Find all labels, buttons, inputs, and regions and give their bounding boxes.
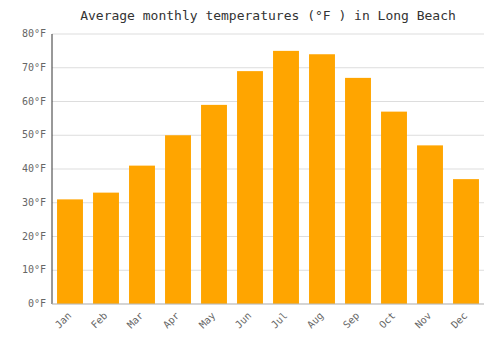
x-tick-labels: Jan Feb Mar Apr May Jun Jul Aug Sep Oct Nov Dec <box>53 310 470 331</box>
grid-line <box>52 34 484 35</box>
y-tick-label: 80°F <box>22 28 46 39</box>
title: Average monthly temperatures (°F ) in Lo… <box>80 8 456 23</box>
y-tick-label: 30°F <box>22 197 46 208</box>
x-axis-line <box>52 304 484 305</box>
bar <box>165 135 191 304</box>
x-tick-label: Aug <box>305 310 326 331</box>
bar <box>381 112 407 304</box>
x-tick-label: Feb <box>89 310 110 331</box>
grid-line <box>52 101 484 102</box>
bars <box>57 51 479 304</box>
x-tick-label: Dec <box>449 310 470 331</box>
x-tick-label: Apr <box>161 310 182 331</box>
grid-line <box>52 67 484 68</box>
y-tick-label: 20°F <box>22 231 46 242</box>
y-tick-label: 40°F <box>22 163 46 174</box>
x-tick-label: Jan <box>53 310 74 331</box>
y-grid <box>52 34 484 304</box>
x-tick-label: Jul <box>269 310 290 331</box>
grid-line <box>52 135 484 136</box>
bar <box>417 145 443 304</box>
y-tick-label: 10°F <box>22 264 46 275</box>
x-tick-label: Sep <box>341 310 362 331</box>
chart: 0°F 10°F 20°F 30°F 40°F 50°F 60°F 70°F 80°F Jan Fe… <box>0 0 500 350</box>
bar <box>345 78 371 304</box>
y-tick-label: 70°F <box>22 62 46 73</box>
bar <box>453 179 479 304</box>
x-tick-label: Mar <box>125 310 146 331</box>
x-tick-label: Jun <box>233 310 254 331</box>
bar <box>201 105 227 304</box>
y-tick-label: 0°F <box>28 298 46 309</box>
y-tick-label: 50°F <box>22 129 46 140</box>
y-tick-labels: 0°F 10°F 20°F 30°F 40°F 50°F 60°F 70°F 80°F <box>22 28 46 309</box>
x-tick-label: Nov <box>413 310 434 331</box>
bar <box>309 54 335 304</box>
y-tick-label: 60°F <box>22 96 46 107</box>
bar <box>237 71 263 304</box>
y-axis-line <box>52 34 53 304</box>
x-tick-label: Oct <box>377 310 398 331</box>
chart-container: 0°F 10°F 20°F 30°F 40°F 50°F 60°F 70°F 80°F Jan Fe… <box>0 0 500 350</box>
bar <box>129 166 155 304</box>
bar <box>93 193 119 304</box>
bar <box>273 51 299 304</box>
x-tick-label: May <box>197 310 218 331</box>
bar <box>57 199 83 304</box>
grid-line <box>52 304 484 305</box>
page: {"chart_data": {"type": "bar", "title": … <box>0 0 500 350</box>
